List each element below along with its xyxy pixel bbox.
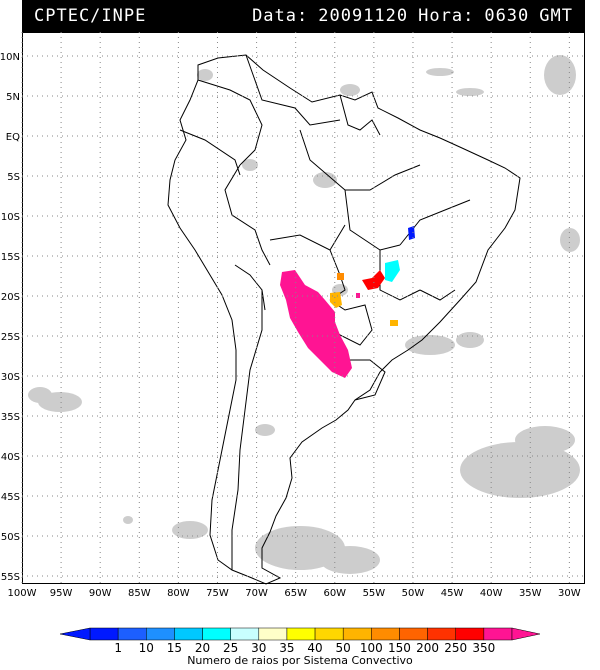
lat-tick-label: 55S — [1, 572, 20, 583]
color-bar-tick-label: 40 — [307, 641, 322, 655]
lon-tick-label: 35W — [519, 588, 542, 599]
cloud-cover — [28, 55, 580, 574]
color-bar-tick-label: 250 — [444, 641, 467, 655]
south-america-outline — [167, 54, 521, 585]
legend-title: Numero de raios por Sistema Convectivo — [187, 654, 413, 667]
lon-tick-label: 30W — [558, 588, 581, 599]
lon-tick-label: 45W — [441, 588, 464, 599]
color-bar-segment — [342, 627, 372, 641]
lat-tick-label: EQ — [6, 132, 20, 143]
border-peru-brazil — [224, 164, 271, 266]
date-value: 20091120 — [318, 6, 409, 26]
color-bar-segment — [427, 627, 456, 641]
lon-tick-label: 95W — [50, 588, 73, 599]
lon-tick-label: 85W — [128, 588, 151, 599]
system-blue — [408, 226, 415, 240]
color-bar-tick-label: 200 — [416, 641, 439, 655]
color-bar-segment — [483, 627, 513, 641]
lon-tick-label: 75W — [206, 588, 229, 599]
lat-tick-label: 35S — [1, 412, 20, 423]
time-value: 0630 — [484, 6, 530, 26]
color-bar-tick-label: 25 — [223, 641, 238, 655]
system-gold — [330, 292, 342, 308]
lat-tick-label: 30S — [1, 372, 20, 383]
lat-tick-label: 45S — [1, 492, 20, 503]
organization-label: CPTEC/INPE — [34, 6, 147, 26]
color-bar-segment — [174, 627, 203, 641]
color-bar-segment — [202, 627, 231, 641]
color-bar-tick-label: 50 — [336, 641, 351, 655]
border-venezuela — [245, 54, 341, 126]
date-label: Data: — [252, 6, 309, 26]
convective-systems — [280, 226, 415, 378]
lat-tick-label: 10S — [1, 212, 20, 223]
color-bar-tick-label: 30 — [251, 641, 266, 655]
lat-tick-label: 5S — [7, 172, 20, 183]
lon-tick-label: 65W — [284, 588, 307, 599]
coastlines — [167, 54, 521, 585]
timezone-label: GMT — [539, 6, 573, 26]
color-bar-segment — [117, 627, 147, 641]
color-bar-right-arrow — [511, 627, 541, 641]
graticule — [21, 32, 585, 584]
system-orange-small — [337, 273, 344, 280]
lon-tick-label: 60W — [323, 588, 346, 599]
lon-tick-label: 100W — [8, 588, 37, 599]
color-bar-segment — [371, 627, 400, 641]
color-bar-left-arrow — [59, 627, 91, 641]
color-bar — [59, 627, 541, 641]
lat-tick-label: 10N — [0, 52, 20, 63]
lat-tick-label: 20S — [1, 292, 20, 303]
border-argentina-chile — [231, 290, 263, 570]
lon-tick-label: 90W — [89, 588, 112, 599]
color-bar-segment — [230, 627, 260, 641]
hour-label: Hora: — [418, 6, 475, 26]
lon-tick-label: 50W — [402, 588, 425, 599]
border-ecuador-peru — [179, 129, 241, 176]
title-bar: CPTEC/INPE Data: 20091120 Hora: 0630 GMT — [22, 0, 585, 32]
color-bar-tick-label: 15 — [167, 641, 182, 655]
longitude-labels: 100W 95W 90W 85W 80W 75W 70W 65W 60W 55W 50W 45W 40W… — [8, 588, 581, 599]
lon-tick-label: 40W — [480, 588, 503, 599]
border-brazil-states — [299, 129, 471, 301]
color-bar-tick-label: 1 — [114, 641, 122, 655]
color-bar-segment — [286, 627, 316, 641]
lon-tick-label: 55W — [363, 588, 386, 599]
border-uruguay — [348, 359, 386, 401]
system-pink-large — [280, 270, 352, 378]
system-red — [362, 270, 385, 290]
color-bar-tick-label: 35 — [279, 641, 294, 655]
color-bar-tick-label: 350 — [472, 641, 495, 655]
border-colombia — [197, 79, 263, 166]
lat-tick-label: 5N — [6, 92, 20, 103]
lon-tick-label: 80W — [167, 588, 190, 599]
color-bar-tick-label: 20 — [195, 641, 210, 655]
lat-tick-label: 50S — [1, 532, 20, 543]
color-bar-tick-label: 100 — [360, 641, 383, 655]
color-bar-tick-label: 10 — [139, 641, 154, 655]
color-bar-segment — [314, 627, 344, 641]
border-bolivia-chile — [234, 264, 266, 311]
color-bar-tick-label: 150 — [388, 641, 411, 655]
system-gold-south — [390, 320, 398, 326]
latitude-labels: 10N 5N EQ 5S 10S 15S 20S 25S 30S 35S 40S 45S 50S 55S — [0, 52, 20, 583]
color-bar-labels: 1 10 15 20 25 30 35 40 50 100 150 200 250 350 — [114, 641, 495, 655]
timestamp: Data: 20091120 Hora: 0630 GMT — [252, 6, 573, 26]
border-guyanas — [339, 94, 381, 136]
color-bar-segment — [89, 627, 119, 641]
color-bar-segment — [146, 627, 175, 641]
lon-tick-label: 70W — [245, 588, 268, 599]
lat-tick-label: 40S — [1, 452, 20, 463]
lat-tick-label: 15S — [1, 252, 20, 263]
color-bar-segment — [455, 627, 485, 641]
lat-tick-label: 25S — [1, 332, 20, 343]
color-bar-segment — [258, 627, 288, 641]
color-bar-segment — [399, 627, 428, 641]
system-cyan — [385, 260, 400, 282]
